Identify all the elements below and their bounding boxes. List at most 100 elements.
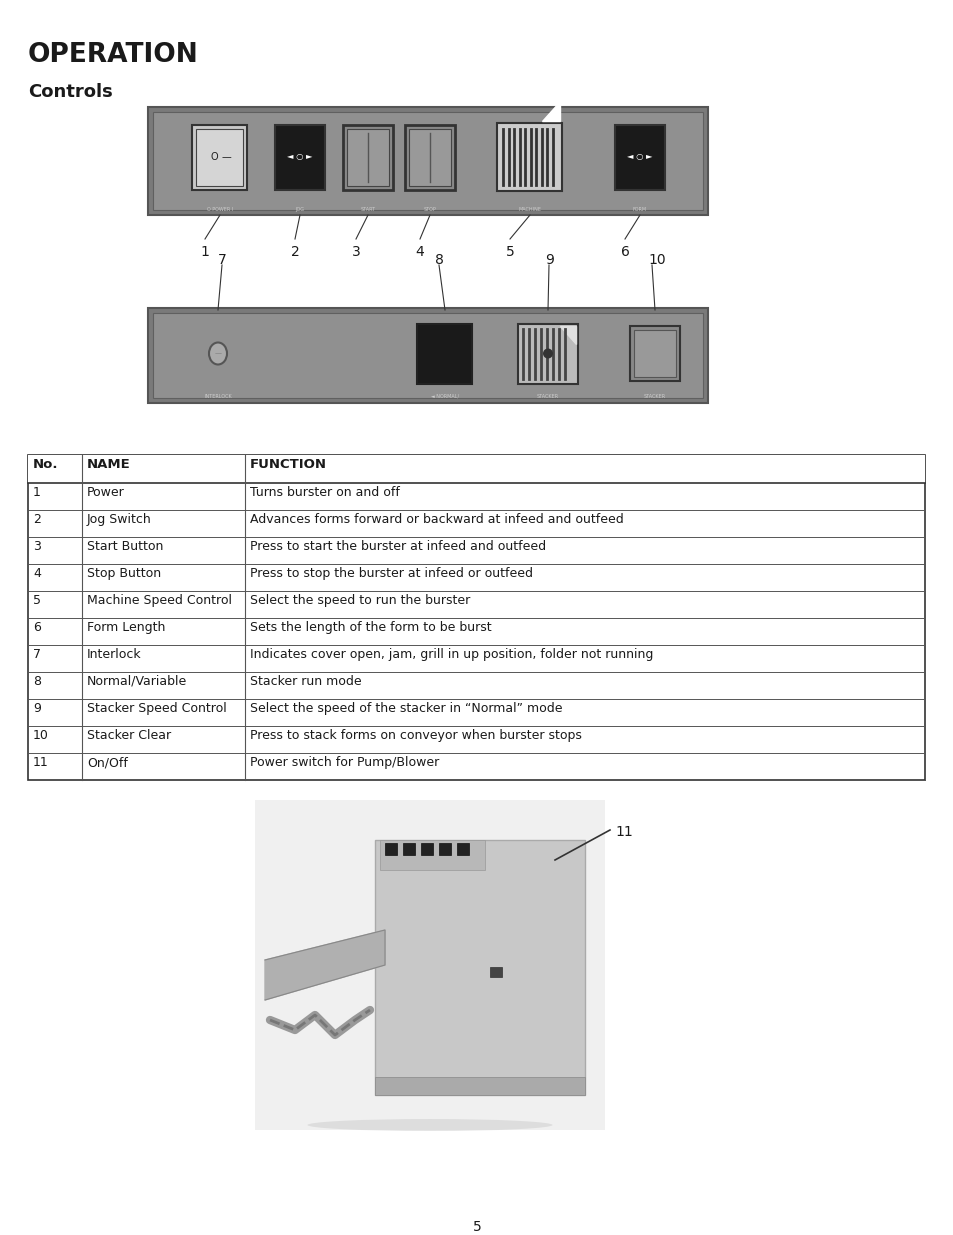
Text: Stacker Speed Control: Stacker Speed Control [87,701,227,715]
Text: Stacker run mode: Stacker run mode [250,676,361,688]
Bar [517,324,578,384]
Text: Jog Switch: Jog Switch [87,513,152,526]
Text: Interlock: Interlock [87,648,141,661]
Bar [347,128,389,185]
Text: Indicates cover open, jam, grill in up position, folder not running: Indicates cover open, jam, grill in up p… [250,648,653,661]
Text: 4: 4 [33,567,41,580]
Bar [634,330,676,377]
Text: No.: No. [33,458,58,471]
Text: Turns burster on and off: Turns burster on and off [250,487,399,499]
Text: STACKER: STACKER [643,394,665,399]
Circle shape [542,348,553,358]
Bar [343,125,393,189]
Text: 8: 8 [435,253,443,267]
Polygon shape [542,101,560,121]
Text: OPERATION: OPERATION [28,42,198,68]
Text: Power: Power [87,487,125,499]
Bar [405,125,455,189]
Text: 5: 5 [505,245,514,259]
Text: Advances forms forward or backward at infeed and outfeed: Advances forms forward or backward at in… [250,513,623,526]
Bar [375,840,584,1095]
Text: Start Button: Start Button [87,540,163,553]
Bar [385,844,396,855]
Bar [375,1077,584,1095]
Text: 11: 11 [615,825,632,839]
Text: 9: 9 [544,253,554,267]
Text: 7: 7 [218,253,227,267]
Bar [28,454,924,781]
Text: 10: 10 [33,729,49,742]
Bar [193,125,247,189]
Bar [152,312,702,398]
Text: STOP: STOP [423,207,436,212]
Text: Stop Button: Stop Button [87,567,161,580]
Text: Power switch for Pump/Blower: Power switch for Pump/Blower [250,756,438,769]
Bar [615,125,664,189]
Text: ◄ ○ ►: ◄ ○ ► [626,152,652,162]
Text: 4: 4 [416,245,424,259]
Text: FORM: FORM [632,207,646,212]
Text: INTERLOCK: INTERLOCK [204,394,232,399]
Text: 5: 5 [472,1220,481,1234]
Bar [497,124,562,191]
Bar [148,107,707,215]
Bar [402,844,415,855]
Text: 3: 3 [352,245,360,259]
Bar [274,125,325,189]
Text: Controls: Controls [28,83,112,101]
Text: Machine Speed Control: Machine Speed Control [87,594,232,606]
Polygon shape [265,930,385,1000]
Text: O: O [210,152,217,162]
Text: Sets the length of the form to be burst: Sets the length of the form to be burst [250,621,491,634]
Text: Form Length: Form Length [87,621,165,634]
Text: NAME: NAME [87,458,131,471]
Text: 8: 8 [33,676,41,688]
Bar [490,967,501,977]
Text: ◄ NORMAL/: ◄ NORMAL/ [431,394,458,399]
Text: 10: 10 [647,253,665,267]
Text: Select the speed of the stacker in “Normal” mode: Select the speed of the stacker in “Norm… [250,701,562,715]
Bar [417,324,472,384]
Text: Stacker Clear: Stacker Clear [87,729,171,742]
Text: Press to stop the burster at infeed or outfeed: Press to stop the burster at infeed or o… [250,567,533,580]
Text: Press to stack forms on conveyor when burster stops: Press to stack forms on conveyor when bu… [250,729,581,742]
Bar [409,128,451,185]
Text: Press to start the burster at infeed and outfeed: Press to start the burster at infeed and… [250,540,545,553]
Bar [152,112,702,210]
Bar [254,800,604,1130]
Bar [456,844,469,855]
Text: START: START [360,207,375,212]
Bar [28,454,924,483]
Ellipse shape [307,1119,552,1131]
Ellipse shape [209,342,227,364]
Text: O POWER I: O POWER I [207,207,233,212]
Text: —: — [214,351,221,357]
Text: 3: 3 [33,540,41,553]
Text: 11: 11 [33,756,49,769]
Bar [438,844,451,855]
Text: ◄ ○ ►: ◄ ○ ► [287,152,313,162]
Text: 1: 1 [200,245,210,259]
Text: FUNCTION: FUNCTION [250,458,327,471]
Text: 9: 9 [33,701,41,715]
Bar [420,844,433,855]
Polygon shape [559,326,576,343]
Text: 7: 7 [33,648,41,661]
Text: 6: 6 [619,245,629,259]
Text: 2: 2 [291,245,299,259]
Text: 5: 5 [33,594,41,606]
Text: Normal/Variable: Normal/Variable [87,676,187,688]
Text: —: — [221,152,231,162]
Bar [629,326,679,382]
Bar [148,308,707,403]
Text: On/Off: On/Off [87,756,128,769]
Bar [196,128,243,185]
Text: Select the speed to run the burster: Select the speed to run the burster [250,594,470,606]
Text: STACKER: STACKER [537,394,558,399]
Text: 2: 2 [33,513,41,526]
Text: JOG: JOG [295,207,304,212]
Text: 1: 1 [33,487,41,499]
Text: MACHINE: MACHINE [518,207,541,212]
Bar [379,840,484,869]
Text: 6: 6 [33,621,41,634]
